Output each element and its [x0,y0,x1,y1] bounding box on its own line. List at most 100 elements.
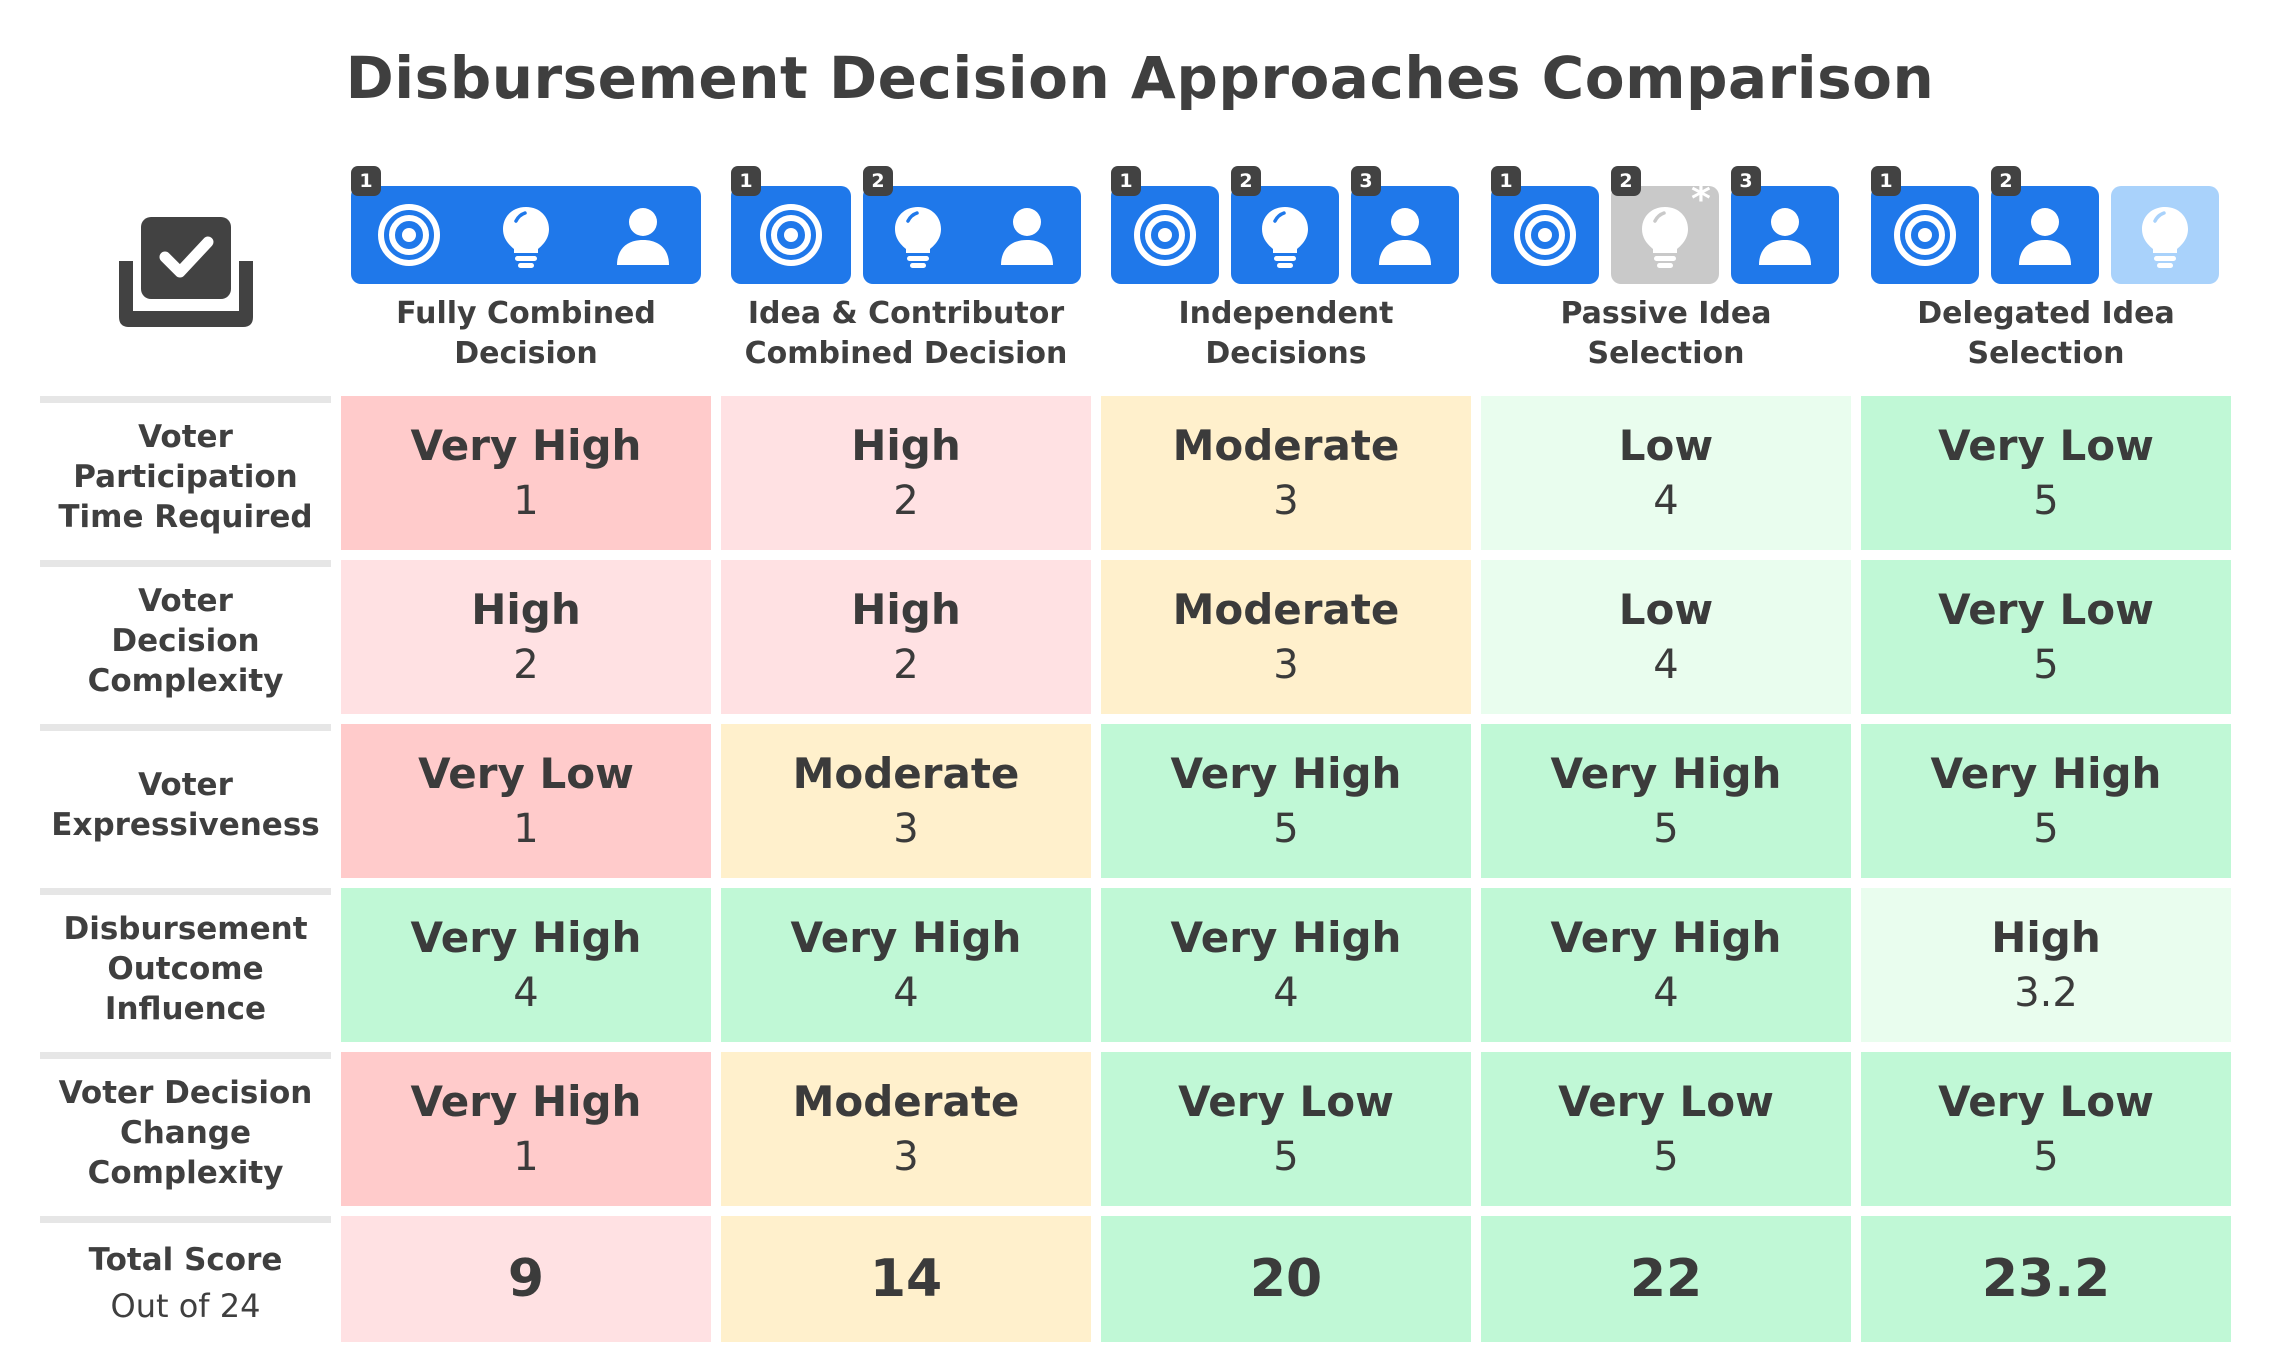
rating-score: 5 [1273,806,1299,852]
row-label-line: Decision [111,622,260,659]
rating-text: High [851,421,961,470]
row-label-text: Voter Expressiveness [51,765,319,845]
row-label: Voter Participation Time Required [40,396,331,550]
rating-cell: High 2 [721,560,1091,714]
column-label-line: Selection [1587,336,1745,371]
column-header: 1 2 3 Independent Decisions [1101,160,1471,386]
rating-score: 1 [513,1134,539,1180]
rating-score: 1 [513,478,539,524]
rating-score: 5 [2033,478,2059,524]
rating-score: 5 [2033,1134,2059,1180]
rating-score: 5 [1653,806,1679,852]
step-badge: 1 [1491,166,1521,196]
lightbulb-icon [1262,207,1308,268]
person-icon [2019,208,2071,265]
rating-text: High [1991,913,2101,962]
step-badge: 3 [1731,166,1761,196]
column-label: Independent Decisions [1178,294,1393,374]
step-badge: 2 [1991,166,2021,196]
rating-score: 1 [513,806,539,852]
column-label-line: Delegated Idea [1917,296,2175,331]
rating-cell: Very High 4 [341,888,711,1042]
row-label-line: Influence [104,990,267,1027]
target-icon [1514,204,1576,266]
checkbox-tray-icon [118,217,253,327]
row-label-text: Disbursement Outcome Influence [63,909,307,1029]
rating-score: 4 [1273,970,1299,1016]
row-label-line: Complexity [87,662,284,699]
lightbulb-icon [2142,207,2188,268]
icon-tile [1231,186,1339,284]
rating-text: Very Low [1938,421,2154,470]
total-score-cell: 14 [721,1216,1091,1342]
rating-cell: High 2 [341,560,711,714]
icon-tile [863,186,1081,284]
rating-text: Low [1618,585,1714,634]
rating-score: 2 [513,642,539,688]
rating-cell: Moderate 3 [1101,560,1471,714]
icon-tile [1991,186,2099,284]
icon-tile [1111,186,1219,284]
rating-text: Moderate [792,1077,1020,1126]
rating-cell: Very High 4 [721,888,1091,1042]
page-title: Disbursement Decision Approaches Compari… [345,44,1935,112]
row-label-line: Voter [138,418,233,455]
lightbulb-icon [502,207,549,268]
column-label-line: Combined Decision [744,336,1068,371]
rating-cell: Very High 5 [1861,724,2231,878]
rating-score: 3 [893,806,919,852]
rating-text: High [851,585,961,634]
row-label-text: Voter Participation Time Required [58,417,312,537]
rating-score: 4 [1653,970,1679,1016]
step-badge: 1 [1871,166,1901,196]
column-header: 1 Fully Combined Decision [341,160,711,386]
rating-text: Very High [1550,749,1782,798]
column-header: 1 2 Delegated Idea Selection [1861,160,2231,386]
step-badge: 3 [1351,166,1381,196]
rating-cell: Low 4 [1481,560,1851,714]
column-label-line: Independent [1178,296,1394,331]
rating-text: Moderate [792,749,1020,798]
column-label-line: Fully Combined [396,296,656,331]
rating-score: 4 [893,970,919,1016]
rating-score: 4 [513,970,539,1016]
column-header: 1 2 * 3 Passive Idea Selection [1481,160,1851,386]
rating-cell: Very High 4 [1101,888,1471,1042]
row-label: Voter Expressiveness [40,724,331,878]
rating-cell: Moderate 3 [1101,396,1471,550]
icon-tile [731,186,851,284]
icon-tile [1611,186,1719,284]
rating-text: Moderate [1172,585,1400,634]
column-label: Fully Combined Decision [396,294,656,374]
rating-score: 3.2 [2014,970,2078,1016]
icon-group: 1 2 3 [1111,166,1461,284]
rating-score: 3 [1273,478,1299,524]
rating-cell: Low 4 [1481,396,1851,550]
target-icon [760,204,822,266]
row-label-line: Complexity [87,1154,284,1191]
person-icon [1379,208,1431,265]
step-badge: 2 [1611,166,1641,196]
lightbulb-icon [1642,207,1688,268]
rating-cell: High 2 [721,396,1091,550]
row-label-line: Change [119,1114,251,1151]
rating-cell: Very Low 5 [1861,396,2231,550]
rating-score: 5 [1273,1134,1299,1180]
rating-score: 5 [1653,1134,1679,1180]
rating-score: 3 [893,1134,919,1180]
person-icon [616,208,669,265]
row-label-line: Outcome [107,950,264,987]
row-label: Disbursement Outcome Influence [40,888,331,1042]
total-score-cell: 9 [341,1216,711,1342]
rating-cell: Very High 5 [1481,724,1851,878]
person-icon [1000,208,1053,265]
column-label-line: Selection [1967,336,2125,371]
rating-text: Very Low [418,749,634,798]
step-badge: 1 [1111,166,1141,196]
row-label-line: Expressiveness [51,806,320,843]
rating-score: 5 [2033,642,2059,688]
lightbulb-icon [894,207,941,268]
rating-cell: Very High 4 [1481,888,1851,1042]
rating-cell: Very High 1 [341,1052,711,1206]
